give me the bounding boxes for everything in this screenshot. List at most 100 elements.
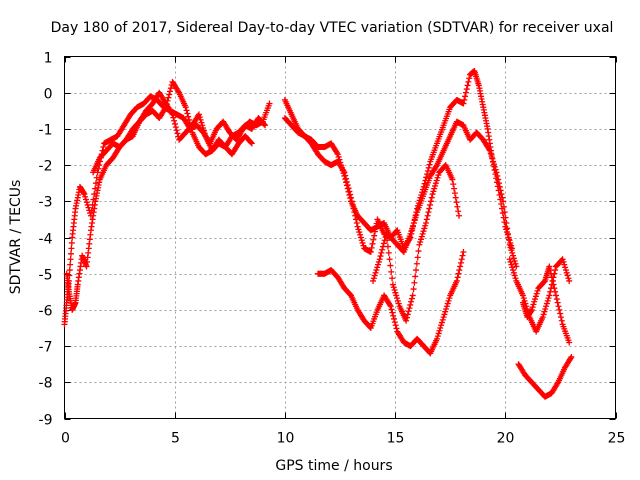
data-point (377, 253, 384, 260)
data-point (510, 252, 517, 259)
x-tick-label: 10 (277, 431, 295, 447)
data-point (411, 279, 418, 286)
data-point (428, 194, 435, 201)
data-point (435, 330, 442, 337)
data-point (540, 311, 547, 318)
data-point (403, 317, 410, 324)
data-point (173, 127, 180, 134)
data-point (82, 193, 89, 200)
data-point (67, 256, 74, 263)
data-point (533, 290, 540, 297)
data-point (450, 181, 457, 188)
data-point (434, 333, 441, 340)
y-axis-label: SDTVAR / TECUs (8, 180, 24, 295)
data-point (412, 214, 419, 221)
data-point (360, 242, 367, 249)
data-point (167, 85, 174, 92)
data-point (451, 185, 458, 192)
data-point (262, 122, 269, 129)
data-point (433, 177, 440, 184)
series-3 (90, 89, 255, 176)
data-point (566, 277, 573, 284)
data-point (452, 194, 459, 201)
data-point (512, 260, 519, 267)
data-point (380, 240, 387, 247)
data-point (248, 139, 255, 146)
data-point (195, 111, 202, 118)
data-point (552, 292, 559, 299)
data-point (443, 303, 450, 310)
data-point (172, 124, 179, 131)
data-point (543, 300, 550, 307)
data-point (370, 275, 377, 282)
data-point (462, 93, 469, 100)
data-point (487, 150, 494, 157)
data-point (491, 163, 498, 170)
data-point (395, 300, 402, 307)
data-point (261, 121, 268, 128)
data-point (510, 269, 517, 276)
y-tick-label: -5 (39, 268, 53, 284)
data-point (459, 252, 466, 259)
data-point (165, 94, 172, 101)
data-point (512, 275, 519, 282)
data-point (562, 267, 569, 274)
data-point (460, 100, 467, 107)
data-point (504, 225, 511, 232)
data-point (421, 225, 428, 232)
series-10 (515, 353, 575, 400)
data-point (100, 144, 107, 150)
data-point (413, 211, 420, 218)
data-point (547, 267, 554, 274)
data-point (389, 281, 396, 288)
data-point (375, 258, 382, 265)
data-point (196, 114, 203, 121)
data-point (549, 277, 556, 284)
data-point (392, 322, 399, 329)
data-point (427, 198, 434, 205)
series-4 (281, 67, 515, 255)
data-point (354, 223, 361, 230)
data-point (200, 127, 207, 134)
data-point (509, 249, 516, 256)
x-tick-label: 15 (387, 431, 405, 447)
data-point (368, 244, 375, 251)
data-point (169, 111, 176, 118)
data-point (426, 205, 433, 212)
data-point (340, 170, 347, 177)
data-point (492, 166, 499, 173)
data-point (528, 306, 535, 313)
data-point (83, 199, 90, 206)
data-point (441, 311, 448, 318)
data-point (497, 187, 504, 194)
data-point (424, 212, 431, 219)
data-point (338, 162, 345, 169)
series-9 (519, 263, 573, 346)
data-point (502, 214, 509, 221)
x-tick-label: 5 (171, 431, 180, 447)
data-point (407, 230, 414, 237)
data-point (386, 256, 393, 263)
data-point (499, 194, 506, 201)
data-point (383, 230, 390, 237)
data-point (345, 188, 352, 195)
data-point (495, 176, 502, 183)
data-point (166, 91, 173, 98)
data-point (357, 231, 364, 238)
data-point (201, 130, 208, 137)
data-point (463, 86, 470, 93)
data-point (458, 256, 465, 263)
data-point (411, 217, 418, 224)
data-point (335, 153, 342, 160)
data-point (508, 247, 515, 254)
y-tick-label: -6 (39, 304, 53, 320)
data-point (503, 220, 510, 227)
data-point (174, 130, 181, 137)
data-point (456, 267, 463, 274)
data-point (338, 164, 345, 171)
data-point (408, 228, 415, 235)
data-point (449, 176, 456, 183)
data-point (371, 232, 378, 239)
data-point (384, 237, 391, 244)
data-point (439, 316, 446, 323)
